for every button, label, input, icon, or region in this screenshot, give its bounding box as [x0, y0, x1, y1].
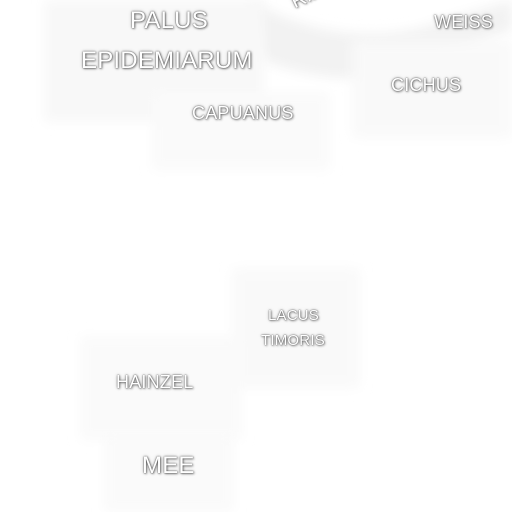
- capuanus-crater-label: CAPUANUS: [192, 103, 294, 123]
- terrain-patch: [352, 40, 512, 138]
- terrain-patch: [80, 336, 242, 440]
- palus-label: PALUS: [130, 7, 208, 34]
- weiss-crater-label: WEISS: [434, 12, 494, 32]
- mee-crater-label: MEE: [142, 452, 195, 479]
- rille-band: [250, 0, 512, 79]
- terrain-patch: [152, 92, 330, 170]
- epidemiarum-label: EPIDEMIARUM: [81, 47, 253, 74]
- lacus-label: LACUS: [268, 307, 320, 324]
- timoris-label: TIMORIS: [261, 332, 325, 349]
- terrain-patch: [104, 432, 234, 512]
- terrain-patch: [232, 268, 360, 388]
- cichus-crater-label: CICHUS: [391, 75, 462, 95]
- hainzel-crater-label: HAINZEL: [116, 372, 194, 392]
